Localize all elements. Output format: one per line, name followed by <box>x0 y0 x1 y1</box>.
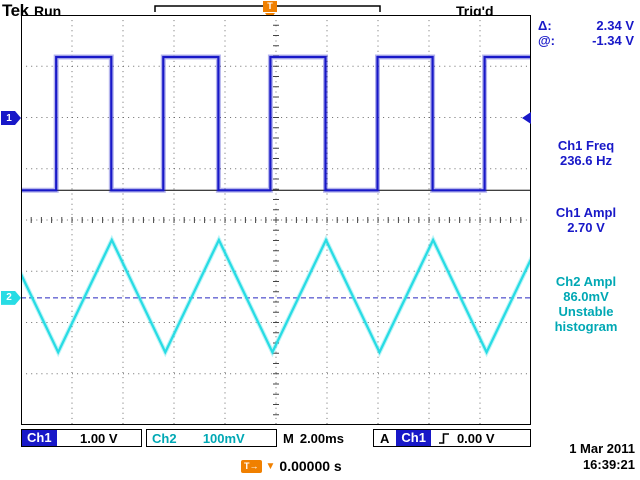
trigger-position-marker: T <box>263 1 277 12</box>
time-display: 16:39:21 <box>582 457 635 472</box>
ch1-scale-value: 1.00 V <box>79 430 118 446</box>
down-arrow-icon: ▼ <box>265 460 276 472</box>
measurement-value: 236.6 Hz <box>559 153 613 168</box>
timebase-segment: M 2.00ms <box>281 429 371 447</box>
cursor-at-label: @: <box>538 33 556 48</box>
measurement-title: Ch1 Freq <box>557 138 615 153</box>
trigger-line-label: A <box>380 430 390 446</box>
ch1-scale-segment: Ch1 1.00 V <box>21 429 142 447</box>
measurement-ch2-ampl: Ch2 Ampl 86.0mV Unstable histogram <box>534 274 638 334</box>
trigger-time-icon: T→ <box>241 459 262 473</box>
measurement-ch1-ampl: Ch1 Ampl 2.70 V <box>534 205 638 235</box>
cursor-delta-row: Δ: 2.34 V <box>538 18 634 33</box>
timebase-label: M <box>283 430 294 446</box>
trigger-position-value: 0.00000 s <box>279 458 342 474</box>
ch2-scale-segment: Ch2 100mV <box>146 429 277 447</box>
ch2-label: Ch2 <box>152 430 177 446</box>
datetime-display: 1 Mar 2011 16:39:21 <box>538 441 635 473</box>
timebase-value: 2.00ms <box>299 430 344 446</box>
cursor-delta-label: Δ: <box>538 18 552 33</box>
ch2-ground-marker: 2 <box>1 290 21 305</box>
measurement-title: Ch1 Ampl <box>555 205 617 220</box>
date-display: 1 Mar 2011 <box>569 441 635 456</box>
ch1-label-chip: Ch1 <box>22 430 57 446</box>
ch1-ground-marker: 1 <box>1 111 21 125</box>
cursor-delta-value: 2.34 V <box>596 18 634 33</box>
measurement-title: Ch2 Ampl <box>555 274 617 289</box>
cursor-at-row: @: -1.34 V <box>538 33 634 48</box>
measurement-note: Unstable histogram <box>554 304 618 334</box>
trigger-source-chip: Ch1 <box>396 430 431 446</box>
measurement-value: 2.70 V <box>567 220 605 235</box>
measurement-ch1-freq: Ch1 Freq 236.6 Hz <box>534 138 638 168</box>
graticule <box>21 15 531 425</box>
ch2-scale-value: 100mV <box>202 430 245 446</box>
cursor-at-value: -1.34 V <box>592 33 634 48</box>
cursor-readout: Δ: 2.34 V @: -1.34 V <box>538 18 634 48</box>
measurement-value: 86.0mV <box>563 289 609 304</box>
trigger-time-readout: T→ ▼ 0.00000 s <box>241 458 342 474</box>
trigger-level-value: 0.00 V <box>456 430 495 446</box>
waveform-plot <box>21 15 531 425</box>
rising-edge-icon <box>438 433 449 444</box>
trigger-level-arrow <box>522 112 531 124</box>
trigger-segment: A Ch1 0.00 V <box>373 429 531 447</box>
